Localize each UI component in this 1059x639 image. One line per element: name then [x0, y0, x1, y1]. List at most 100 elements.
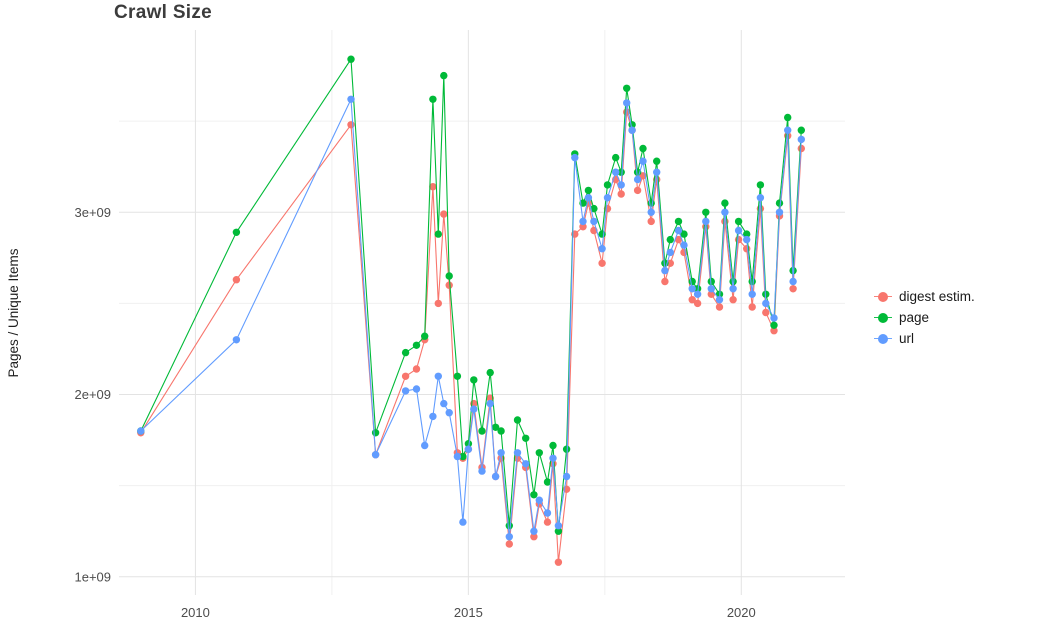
data-point	[453, 452, 462, 461]
data-point	[653, 168, 661, 176]
data-point	[440, 399, 448, 408]
data-point	[762, 308, 770, 317]
data-point	[347, 95, 355, 104]
data-point	[522, 460, 530, 468]
y-tick-label: 3e+09	[74, 205, 111, 220]
data-point	[530, 491, 538, 499]
legend-label-url: url	[899, 331, 915, 346]
data-point	[680, 230, 688, 238]
x-tick-label: 2015	[454, 605, 483, 620]
y-tick-label: 2e+09	[74, 387, 111, 402]
data-point	[412, 385, 421, 393]
data-point	[491, 472, 500, 481]
data-point	[721, 208, 729, 216]
data-point	[137, 427, 145, 435]
data-point	[579, 217, 587, 226]
data-point	[232, 336, 241, 344]
data-point	[522, 434, 530, 442]
data-point	[775, 208, 784, 216]
data-point	[434, 299, 442, 308]
data-point	[554, 558, 563, 566]
data-point	[729, 277, 737, 286]
data-point	[562, 472, 571, 481]
data-point	[617, 181, 625, 189]
data-point	[421, 441, 429, 450]
data-point	[232, 228, 241, 236]
legend-key-page-icon	[874, 312, 892, 324]
x-tick-label: 2010	[181, 605, 210, 620]
legend-dot-page-icon	[878, 312, 888, 323]
data-point	[535, 449, 543, 457]
data-point	[674, 217, 683, 226]
data-point	[666, 259, 674, 267]
data-point	[770, 327, 778, 335]
data-point	[674, 235, 683, 244]
data-point	[505, 540, 513, 548]
data-point	[554, 522, 563, 530]
data-point	[598, 259, 606, 267]
data-point	[497, 449, 505, 457]
data-point	[743, 230, 751, 238]
data-point	[371, 429, 380, 437]
data-point	[612, 153, 620, 162]
data-point	[789, 277, 797, 286]
data-point	[530, 527, 538, 535]
data-point	[513, 449, 522, 457]
data-point	[721, 199, 729, 207]
data-point	[421, 332, 429, 340]
data-point	[702, 208, 710, 216]
data-point	[497, 427, 505, 435]
data-point	[693, 285, 702, 293]
legend-key-url-icon	[874, 333, 892, 345]
data-point	[459, 518, 467, 526]
data-point	[756, 181, 765, 189]
data-point	[748, 290, 756, 298]
data-point	[562, 445, 571, 453]
data-point	[797, 126, 805, 134]
data-point	[756, 194, 765, 202]
data-point	[470, 376, 478, 384]
data-point	[486, 368, 494, 377]
data-point	[505, 522, 513, 530]
data-point	[617, 168, 625, 176]
series-line-digestestim	[140, 111, 802, 563]
data-point	[617, 190, 625, 198]
data-point	[729, 296, 737, 304]
data-point	[571, 153, 579, 162]
data-point	[459, 452, 467, 461]
data-point	[434, 372, 442, 380]
data-point	[554, 527, 563, 535]
data-point	[401, 348, 410, 357]
data-point	[707, 277, 715, 286]
data-point	[603, 194, 612, 202]
data-point	[784, 126, 792, 134]
data-point	[491, 423, 500, 431]
data-point	[401, 372, 410, 380]
data-point	[440, 71, 448, 80]
data-point	[590, 204, 598, 213]
data-point	[707, 290, 715, 298]
legend-label-digest: digest estim.	[899, 289, 975, 304]
data-point	[748, 277, 756, 286]
data-point	[486, 399, 494, 408]
series-line-url	[140, 97, 802, 537]
data-point	[734, 235, 743, 244]
data-point	[653, 157, 661, 165]
data-point	[412, 365, 421, 373]
data-point	[715, 296, 724, 304]
data-point	[579, 223, 587, 231]
data-point	[470, 405, 478, 413]
data-point	[401, 387, 410, 395]
data-point	[429, 412, 437, 421]
data-point	[702, 217, 710, 226]
data-point	[647, 199, 655, 207]
legend-label-page: page	[899, 310, 930, 325]
data-point	[661, 266, 669, 275]
data-point	[734, 226, 743, 235]
data-point	[543, 509, 552, 517]
data-point	[505, 533, 513, 541]
data-point	[647, 217, 655, 226]
data-point	[347, 121, 355, 129]
